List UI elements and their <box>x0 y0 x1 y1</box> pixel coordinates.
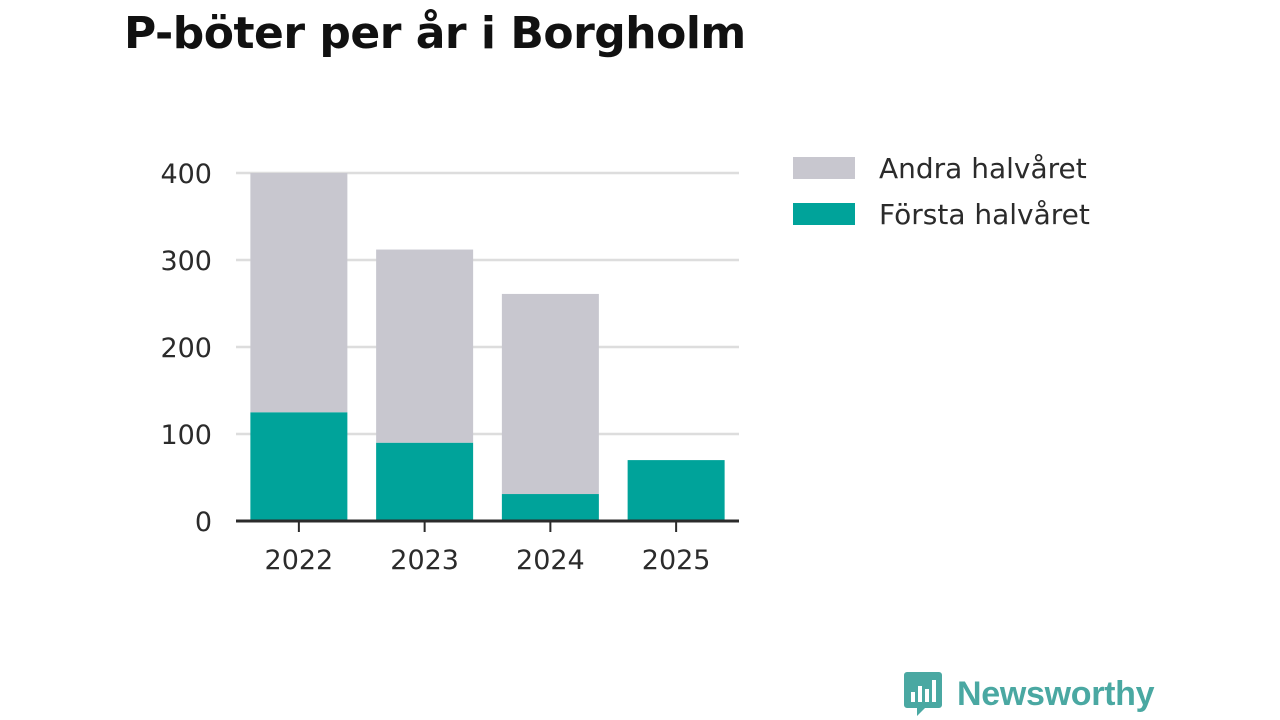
legend-item-andra: Andra halvåret <box>793 145 1090 191</box>
y-tick-label-200: 200 <box>160 333 212 364</box>
legend-label-forsta: Första halvåret <box>879 197 1090 231</box>
bars <box>250 173 725 521</box>
bar-2025-series-0 <box>627 460 725 521</box>
bar-2023-series-0 <box>376 442 474 521</box>
axes: 0 100 200 300 400 2022 2023 2024 2025 <box>160 159 739 576</box>
legend-swatch-forsta <box>793 203 855 225</box>
chart-title: P-böter per år i Borgholm <box>124 8 746 59</box>
newsworthy-logo: Newsworthy <box>903 670 1155 718</box>
bar-2024-series-0 <box>501 494 599 521</box>
bar-2022-series-1 <box>250 173 348 413</box>
y-tick-label-300: 300 <box>160 246 212 277</box>
legend-label-andra: Andra halvåret <box>879 151 1087 185</box>
newsworthy-logo-icon <box>904 672 942 716</box>
legend-swatch-andra <box>793 157 855 179</box>
y-tick-label-100: 100 <box>160 420 212 451</box>
x-tick-label-2024: 2024 <box>516 545 585 576</box>
bar-2023-series-1 <box>376 249 474 443</box>
x-tick-label-2023: 2023 <box>390 545 459 576</box>
legend: Andra halvåret Första halvåret <box>793 145 1090 237</box>
x-tick-label-2025: 2025 <box>642 545 711 576</box>
y-tick-label-0: 0 <box>195 507 212 538</box>
x-tick-label-2022: 2022 <box>265 545 334 576</box>
bar-2022-series-0 <box>250 412 348 521</box>
bar-2024-series-1 <box>501 293 599 495</box>
y-tick-label-400: 400 <box>160 159 212 190</box>
newsworthy-wordmark: Newsworthy <box>957 674 1155 713</box>
legend-item-forsta: Första halvåret <box>793 191 1090 237</box>
